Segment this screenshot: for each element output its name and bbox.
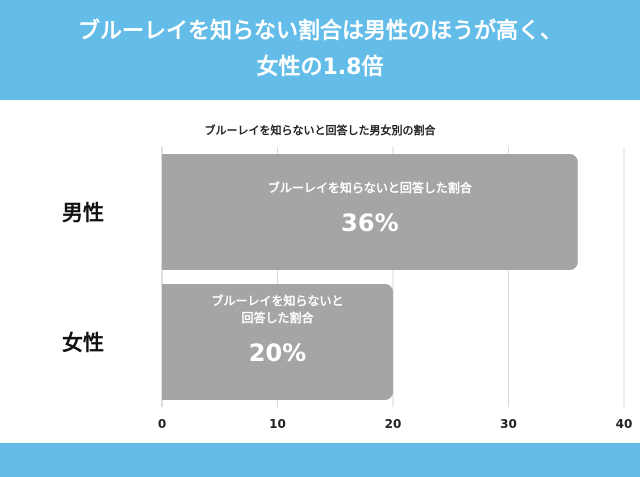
bar-chart: ブルーレイを知らないと回答した男女別の割合 0 10 20 30 40男性ブルーレイを知… (62, 123, 633, 431)
bar-value-label: 36% (341, 209, 398, 237)
header-banner: ブルーレイを知らない割合は男性のほうが高く、 女性の1.8倍 (0, 0, 640, 100)
chart-title: ブルーレイを知らないと回答した男女別の割合 (205, 123, 437, 137)
bar (162, 284, 393, 400)
x-tick-label: 10 (269, 417, 286, 431)
bar-caption: ブルーレイを知らないと (211, 293, 343, 308)
bar-caption: ブルーレイを知らないと回答した割合 (268, 180, 473, 195)
headline-line-1: ブルーレイを知らない割合は男性のほうが高く、 (77, 19, 562, 44)
bar-base (162, 154, 172, 270)
category-label: 男性 (62, 201, 104, 225)
footer-bar (0, 443, 640, 477)
bar-value-label: 20% (249, 339, 306, 367)
x-tick-label: 40 (616, 417, 633, 431)
bar-caption: 回答した割合 (241, 310, 314, 325)
bar (162, 154, 578, 270)
x-tick-label: 20 (385, 417, 402, 431)
x-tick-label: 30 (500, 417, 517, 431)
bar-base (162, 284, 172, 400)
headline-line-2: 女性の1.8倍 (256, 55, 384, 80)
category-label: 女性 (62, 331, 104, 355)
x-tick-label: 0 (158, 417, 166, 431)
